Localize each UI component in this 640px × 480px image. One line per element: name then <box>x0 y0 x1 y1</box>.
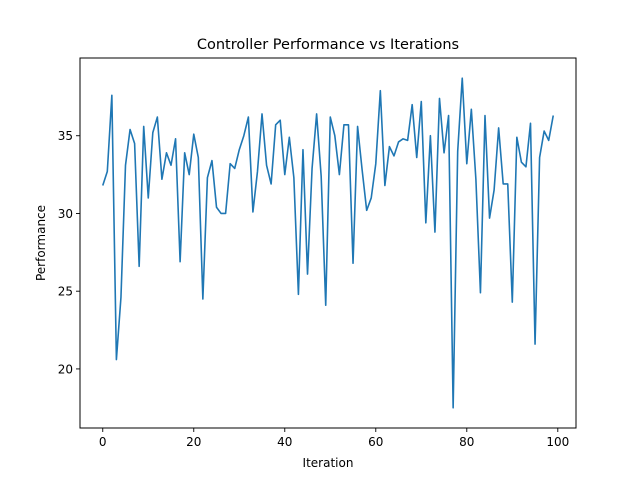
plot-area <box>101 77 555 409</box>
x-tick-label: 60 <box>368 435 383 449</box>
y-axis-ticks: 20 25 30 35 <box>58 129 80 376</box>
x-tick-label: 0 <box>99 435 107 449</box>
chart-title: Controller Performance vs Iterations <box>197 37 459 53</box>
x-axis-ticks: 0 20 40 60 80 100 <box>99 428 569 449</box>
x-axis-label: Iteration <box>303 456 354 470</box>
y-tick-label: 35 <box>58 129 73 143</box>
series-line-0 <box>101 77 555 409</box>
y-tick-label: 20 <box>58 362 73 376</box>
y-tick-label: 30 <box>58 207 73 221</box>
x-tick-label: 20 <box>186 435 201 449</box>
y-tick-label: 25 <box>58 285 73 299</box>
plot-frame <box>79 57 577 429</box>
x-tick-label: 80 <box>459 435 474 449</box>
y-axis-label: Performance <box>34 205 48 281</box>
x-tick-label: 100 <box>546 435 569 449</box>
x-tick-label: 40 <box>277 435 292 449</box>
